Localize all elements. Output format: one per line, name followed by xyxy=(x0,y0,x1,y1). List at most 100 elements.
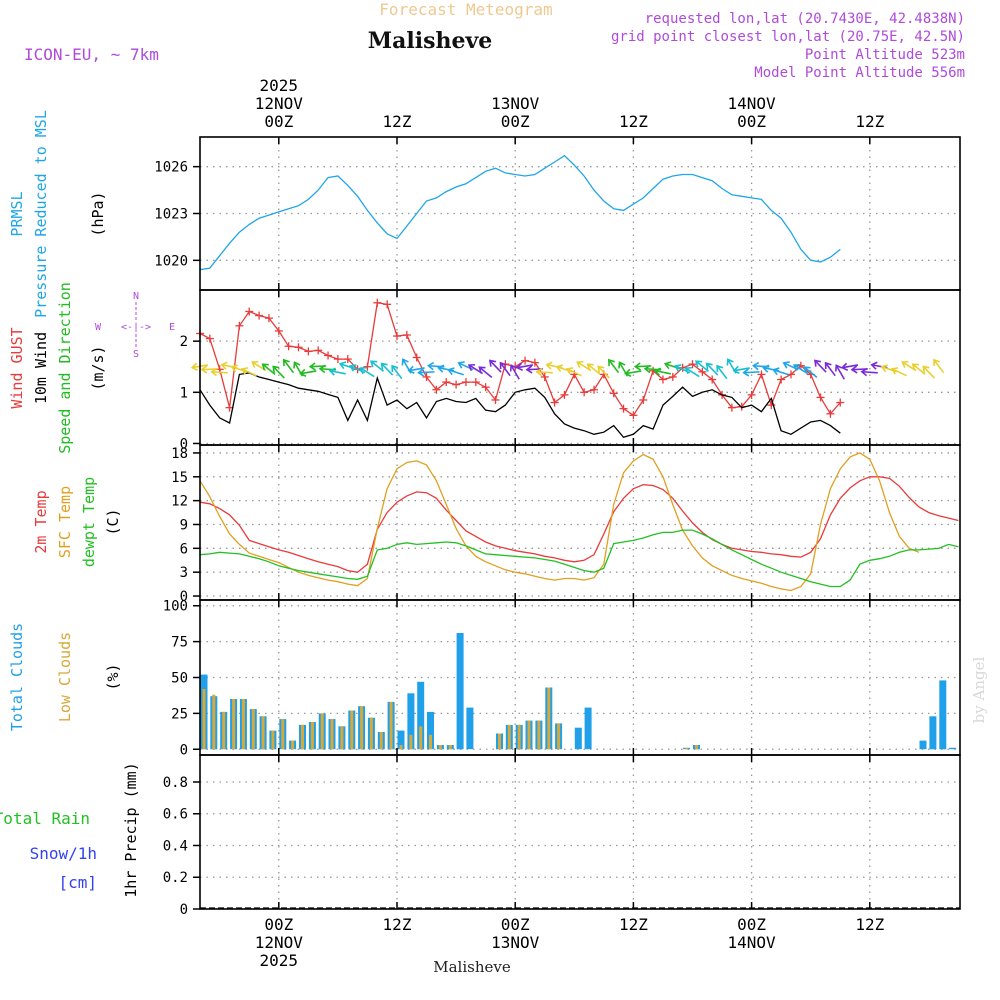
compass-legend: N S W E <-|-> xyxy=(95,291,175,360)
ytick-label: 0.6 xyxy=(163,807,188,823)
gust-point xyxy=(777,375,786,384)
ytick-label: 0.8 xyxy=(163,775,188,791)
wind-dir-arrow xyxy=(840,362,859,371)
arrow-head xyxy=(308,362,316,371)
wind-dir-arrow xyxy=(391,364,403,380)
low-cloud-bar xyxy=(251,709,255,750)
wind-dir-arrow xyxy=(732,365,750,374)
panel-wind: 0 1 2 N S W E <-|-> Wind GUST 10m Wind Speed and D… xyxy=(8,282,961,454)
arrow-head xyxy=(705,362,713,370)
total-cloud-bar xyxy=(407,693,415,750)
arrow-head xyxy=(586,363,594,371)
arrow-shaft xyxy=(842,364,859,369)
gust-point xyxy=(363,362,372,371)
low-cloud-bar xyxy=(291,740,295,750)
arrow-head xyxy=(338,361,347,370)
precip-unit-label: 1hr Precip (mm) xyxy=(122,762,140,897)
gust-point xyxy=(530,358,539,367)
gust-point xyxy=(540,372,549,381)
arrow-shaft xyxy=(489,359,502,373)
arrow-head xyxy=(880,364,888,373)
arrow-shaft xyxy=(587,363,601,375)
ytick-label: 75 xyxy=(171,635,188,651)
wind-dir-arrow xyxy=(684,366,700,378)
arrow-head xyxy=(391,364,399,373)
wind-dir-arrow xyxy=(933,358,945,374)
wind-dir-arrow xyxy=(499,361,511,377)
axis-label-1: 10m Wind xyxy=(32,332,50,404)
low-cloud-bar xyxy=(330,719,334,750)
series-line-sfc-temp xyxy=(199,452,920,592)
arrow-shaft xyxy=(861,370,878,374)
bottom-time-label: 12NOV xyxy=(255,933,304,952)
arrow-shaft xyxy=(608,359,620,374)
model-altitude: Model Point Altitude 556m xyxy=(754,65,965,81)
arrow-head xyxy=(813,359,822,367)
arrow-head xyxy=(824,361,832,370)
gust-point xyxy=(205,334,214,343)
ytick-label: 6 xyxy=(180,541,188,557)
arrow-head xyxy=(870,361,878,370)
arrow-head xyxy=(272,365,280,373)
ytick-label: 25 xyxy=(171,706,188,722)
arrow-shaft xyxy=(597,365,610,379)
arrow-head xyxy=(772,367,780,376)
arrow-head xyxy=(200,365,208,374)
arrow-head xyxy=(624,368,632,377)
top-time-label: 12NOV xyxy=(255,94,304,113)
wind-dir-arrow xyxy=(407,365,425,374)
low-cloud-bar xyxy=(212,694,216,750)
panel-frame xyxy=(199,754,961,910)
wind-dir-arrow xyxy=(509,364,520,380)
arrow-head xyxy=(488,359,497,367)
gust-point xyxy=(294,343,303,352)
arrow-head xyxy=(328,367,336,376)
arrow-shaft xyxy=(881,366,898,373)
arrow-head xyxy=(643,364,651,374)
series-line-2m-temp xyxy=(199,476,959,573)
panel-temperature: 0 3 6 9 12 15 18 2m Temp SFC Temp dewpt Temp (C) xyxy=(32,444,961,605)
total-cloud-bar xyxy=(929,716,937,750)
gust-point xyxy=(274,326,283,335)
gust-point xyxy=(816,393,825,402)
requested-coords: requested lon,lat (20.7430E, 42.4838N) xyxy=(645,11,965,27)
low-cloud-bar xyxy=(527,720,531,750)
gust-point xyxy=(373,298,382,307)
arrow-shaft xyxy=(516,364,534,369)
wind-dir-arrow xyxy=(488,359,502,373)
ytick-label: 12 xyxy=(171,494,188,510)
arrow-shaft xyxy=(733,367,750,372)
ytick-label: 0 xyxy=(180,742,188,758)
ytick-label: 15 xyxy=(171,470,188,486)
arrow-head xyxy=(834,364,843,372)
arrow-shaft xyxy=(912,363,926,375)
gust-point xyxy=(304,347,313,356)
wind-dir-arrow xyxy=(261,363,276,375)
arrow-shaft xyxy=(922,365,936,379)
arrow-head xyxy=(318,364,326,374)
low-cloud-bar xyxy=(557,723,561,750)
wind-dir-arrow xyxy=(586,363,601,375)
arrow-head xyxy=(509,364,518,372)
wind-dir-arrow xyxy=(272,365,285,379)
arrow-head xyxy=(732,365,740,374)
panel-precip: 0 0.2 0.4 0.6 0.8 Total Rain Snow/1h [cm] 1hr Pr… xyxy=(0,754,961,918)
arrow-head xyxy=(240,367,249,375)
wind-dir-arrow xyxy=(890,367,907,377)
gust-point xyxy=(452,380,461,389)
arrow-head xyxy=(293,361,301,369)
arrow-head xyxy=(684,366,692,374)
arrow-shaft xyxy=(654,369,672,375)
bottom-time-label: 00Z xyxy=(737,915,766,934)
arrow-shaft xyxy=(835,364,845,380)
wind-dir-arrow xyxy=(663,361,681,370)
arrow-head xyxy=(437,364,445,373)
compass-w: W xyxy=(95,322,102,333)
arrow-shaft xyxy=(329,369,346,375)
arrow-head xyxy=(478,366,486,374)
bottom-time-label: 2025 xyxy=(260,951,299,970)
gust-point xyxy=(383,300,392,309)
bottom-time-label: 00Z xyxy=(264,915,293,934)
axis-label-0: Wind GUST xyxy=(8,327,26,408)
